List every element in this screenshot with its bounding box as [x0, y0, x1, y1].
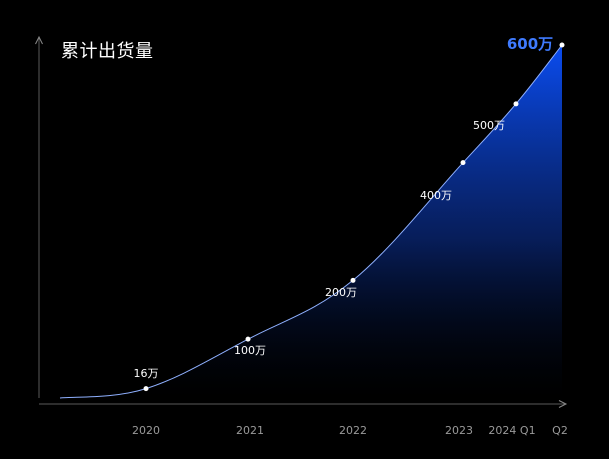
chart-title: 累计出货量 — [61, 41, 154, 62]
x-axis-arrow — [558, 400, 568, 408]
x-tick-label: Q2 — [552, 424, 568, 437]
data-label: 200万 — [325, 286, 357, 299]
data-point — [460, 160, 466, 166]
data-label: 500万 — [473, 119, 505, 132]
x-tick-label: 2021 — [236, 424, 264, 437]
data-point — [143, 386, 149, 392]
data-label: 16万 — [134, 367, 159, 380]
x-tick-label: 2023 — [445, 424, 473, 437]
y-axis-arrow — [35, 35, 43, 45]
data-label: 100万 — [234, 344, 266, 357]
data-point — [513, 101, 519, 107]
data-label: 600万 — [507, 35, 553, 53]
data-point — [559, 42, 565, 48]
area-fill — [60, 45, 562, 398]
x-tick-label: 2024 Q1 — [488, 424, 535, 437]
x-tick-label: 2020 — [132, 424, 160, 437]
data-point — [245, 336, 251, 342]
x-tick-label: 2022 — [339, 424, 367, 437]
data-point — [350, 277, 356, 283]
data-label: 400万 — [420, 189, 452, 202]
